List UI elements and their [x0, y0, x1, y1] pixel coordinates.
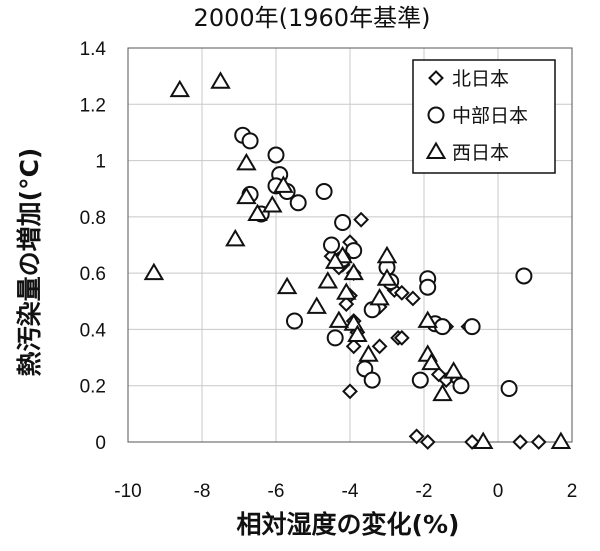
x-tick-label: 0 — [493, 481, 504, 502]
circle-point — [452, 377, 470, 395]
circle-point — [267, 146, 285, 164]
chart-title: 2000年(1960年基準) — [194, 4, 431, 32]
circle-point — [363, 371, 381, 389]
diamond-point — [353, 211, 370, 228]
legend-circle-icon — [427, 106, 445, 124]
triangle-point — [369, 287, 390, 306]
y-tick-label: 0.4 — [80, 320, 107, 341]
y-tick-label: 0.2 — [80, 377, 106, 398]
y-axis-label: 熱汚染量の増加(°C) — [15, 148, 44, 377]
triangle-point — [143, 262, 165, 281]
x-tick-label: -2 — [416, 481, 433, 502]
circle-point — [315, 183, 333, 201]
triangle-point — [376, 245, 398, 264]
legend-label: 北日本 — [452, 68, 509, 90]
tick-labels: -10 -8 -6 -4 -2 0 2 0 0.2 0.4 0.6 0.8 1 1.2 1.4 — [80, 39, 578, 502]
y-tick-label: 1.4 — [80, 39, 107, 60]
triangle-point — [276, 276, 298, 295]
y-tick-label: 0.8 — [80, 208, 106, 229]
legend-diamond-icon — [428, 70, 444, 86]
circle-point — [345, 242, 363, 260]
diamond-point — [408, 428, 425, 445]
x-tick-label: -6 — [268, 481, 285, 502]
diamond-point — [342, 383, 358, 400]
circle-point — [326, 329, 344, 347]
circle-point — [434, 318, 451, 336]
legend-triangle-icon — [425, 141, 447, 159]
triangle-point — [236, 186, 257, 205]
triangle-point — [343, 262, 364, 281]
triangle-point — [225, 228, 246, 247]
y-tick-label: 0 — [95, 433, 106, 454]
y-tick-label: 0.6 — [80, 264, 106, 285]
diamond-point — [371, 338, 388, 355]
circle-point — [289, 194, 307, 212]
diamond-point — [393, 284, 410, 301]
data-points — [143, 71, 572, 450]
triangle-point — [262, 195, 283, 213]
triangle-point — [421, 352, 442, 371]
triangle-point — [347, 324, 368, 343]
circle-point — [463, 318, 481, 336]
legend-label: 中部日本 — [452, 105, 528, 127]
triangle-point — [273, 175, 294, 193]
triangle-point — [417, 310, 438, 328]
triangle-point — [328, 310, 350, 328]
triangle-point — [432, 383, 453, 402]
y-tick-label: 1 — [95, 152, 106, 173]
diamond-point — [404, 290, 421, 307]
x-axis-label: 相対湿度の変化(%) — [237, 510, 460, 539]
triangle-point — [169, 79, 191, 98]
diamond-point — [345, 338, 362, 355]
circle-point — [334, 213, 352, 231]
triangle-point — [324, 251, 346, 269]
diamond-point — [393, 329, 410, 346]
diamond-point — [512, 434, 529, 450]
circle-point — [286, 312, 303, 330]
x-tick-label: -10 — [114, 481, 141, 502]
circle-point — [500, 380, 518, 398]
plot-area — [127, 47, 573, 443]
diamond-point — [530, 434, 547, 450]
triangle-point — [317, 271, 339, 289]
diamond-point — [419, 434, 436, 450]
triangle-point — [236, 152, 257, 171]
triangle-point — [210, 71, 231, 89]
circle-point — [323, 236, 340, 254]
y-tick-label: 1.2 — [80, 95, 106, 116]
triangle-point — [376, 268, 398, 286]
circle-point — [241, 132, 259, 150]
circle-point — [515, 267, 533, 285]
triangle-point — [472, 431, 494, 449]
triangle-point — [247, 203, 268, 221]
triangle-point — [550, 431, 572, 449]
x-tick-label: -4 — [342, 481, 359, 502]
legend-label: 西日本 — [452, 142, 509, 164]
series-triangle — [143, 71, 572, 449]
circle-point — [411, 371, 429, 389]
triangle-point — [306, 296, 327, 314]
triangle-point — [336, 282, 357, 300]
circle-point — [419, 278, 437, 296]
diamond-point — [338, 296, 355, 313]
x-tick-label: 2 — [567, 481, 578, 502]
x-tick-label: -8 — [194, 481, 211, 502]
triangle-point — [443, 361, 464, 379]
triangle-point — [358, 344, 379, 362]
